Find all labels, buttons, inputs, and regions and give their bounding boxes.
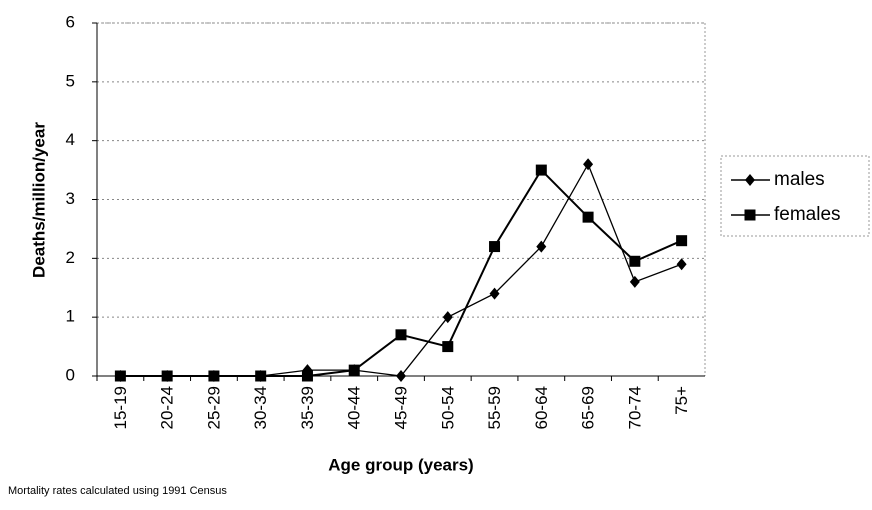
marker [114,370,126,382]
x-tick-label: 70-74 [625,386,644,429]
marker [583,158,594,171]
marker [629,255,641,267]
x-tick-label: 15-19 [111,386,130,429]
footnote: Mortality rates calculated using 1991 Ce… [8,485,227,497]
legend-label: males [774,169,825,190]
y-tick-label: 1 [66,307,75,326]
legend-box [720,155,870,237]
series-line [120,162,682,377]
marker [161,370,173,382]
x-tick-label: 45-49 [391,386,410,429]
y-tick-label: 4 [66,130,75,149]
marker [396,370,406,382]
marker [395,329,407,341]
marker [255,370,267,382]
x-tick-label: 60-64 [532,386,551,429]
y-tick-label: 3 [66,189,75,208]
marker [442,311,453,324]
x-tick-label: 50-54 [438,386,457,429]
marker [301,370,313,382]
marker [676,235,688,247]
y-tick-label: 0 [66,365,75,384]
x-tick-label: 65-69 [579,386,598,429]
x-tick-label: 75+ [672,386,691,415]
legend-label: females [774,204,841,225]
x-tick-label: 30-34 [251,386,270,429]
marker [208,370,220,382]
x-tick-label: 20-24 [158,386,177,429]
x-tick-label: 55-59 [485,386,504,429]
marker [535,164,547,176]
marker [629,275,640,288]
marker [489,287,500,300]
marker [348,364,360,376]
marker [744,209,756,221]
marker [582,211,594,223]
x-tick-label: 40-44 [345,386,364,429]
marker [442,341,454,353]
y-tick-label: 5 [66,71,75,90]
y-tick-label: 6 [66,12,75,31]
y-axis-title: Deaths/million/year [29,122,48,278]
marker [536,240,547,253]
marker [676,258,687,271]
x-tick-label: 35-39 [298,386,317,429]
x-axis-title: Age group (years) [328,455,473,474]
marker [745,174,755,186]
marker [489,241,501,253]
y-tick-label: 2 [66,248,75,267]
series-line [120,168,683,377]
x-tick-label: 25-29 [204,386,223,429]
